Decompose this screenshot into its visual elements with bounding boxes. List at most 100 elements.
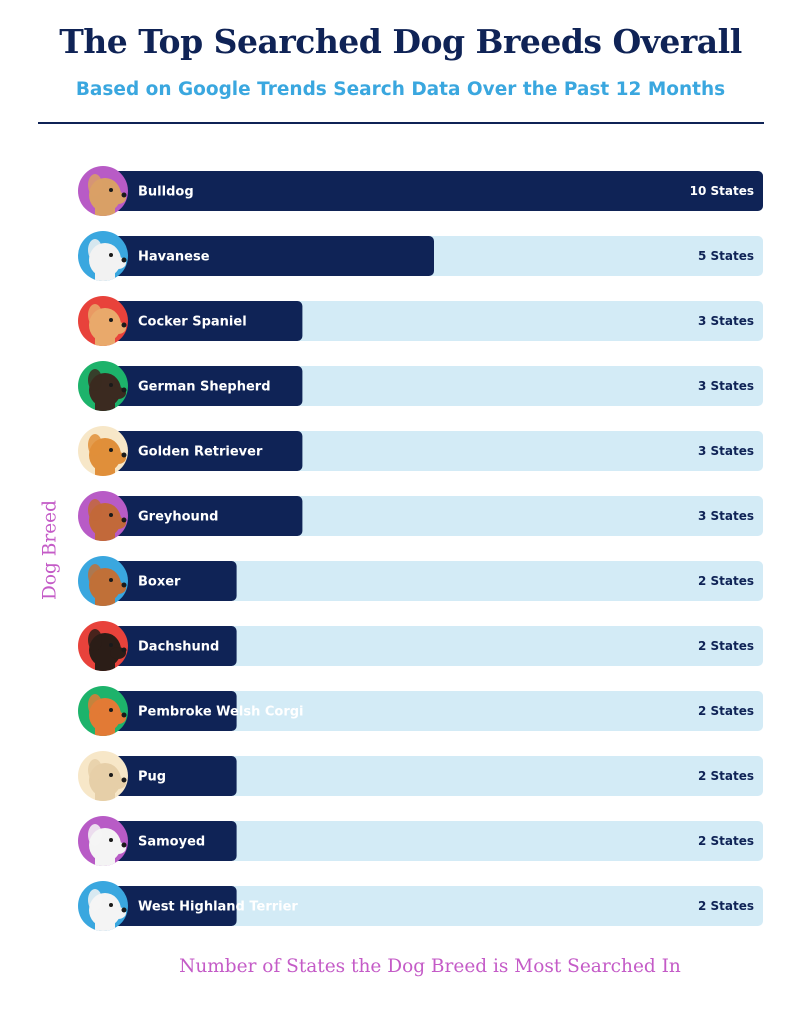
dog-eye bbox=[109, 188, 113, 192]
dog-eye bbox=[109, 578, 113, 582]
havanese-icon bbox=[78, 231, 128, 281]
bar-row: Samoyed 2 States bbox=[78, 816, 763, 866]
value-label: 2 States bbox=[698, 899, 754, 913]
bar bbox=[105, 171, 763, 211]
dog-nose bbox=[121, 842, 127, 848]
dog-nose bbox=[121, 257, 127, 263]
dog-ear bbox=[88, 174, 102, 196]
dog-head bbox=[88, 174, 127, 216]
dog-ear bbox=[88, 889, 102, 911]
value-label: 2 States bbox=[698, 769, 754, 783]
corgi-icon bbox=[78, 686, 128, 736]
bar-track bbox=[105, 821, 763, 861]
dog-nose bbox=[121, 192, 127, 198]
samoyed-icon bbox=[78, 816, 128, 866]
dog-nose bbox=[121, 712, 127, 718]
dog-head bbox=[88, 434, 127, 476]
dog-eye bbox=[109, 318, 113, 322]
dog-eye bbox=[109, 773, 113, 777]
value-label: 3 States bbox=[698, 314, 754, 328]
dachshund-icon bbox=[78, 621, 128, 671]
cocker-spaniel-icon bbox=[78, 296, 128, 346]
bar-row: Golden Retriever 3 States bbox=[78, 426, 763, 476]
dog-nose bbox=[121, 452, 127, 458]
value-label: 3 States bbox=[698, 509, 754, 523]
german-shepherd-icon bbox=[78, 361, 128, 411]
dog-neck bbox=[95, 533, 115, 541]
dog-head bbox=[88, 889, 127, 931]
chart-subtitle: Based on Google Trends Search Data Over … bbox=[75, 79, 726, 100]
value-label: 2 States bbox=[698, 639, 754, 653]
dog-nose bbox=[121, 907, 127, 913]
value-label: 10 States bbox=[690, 184, 754, 198]
bar bbox=[105, 301, 303, 341]
bar-label: Havanese bbox=[138, 250, 210, 265]
bar-row: Dachshund 2 States bbox=[78, 621, 763, 671]
bar-row: German Shepherd 3 States bbox=[78, 361, 763, 411]
bar bbox=[105, 821, 237, 861]
dog-neck bbox=[95, 923, 115, 931]
bar-track bbox=[105, 691, 763, 731]
bar-track bbox=[105, 626, 763, 666]
dog-neck bbox=[95, 208, 115, 216]
dog-neck bbox=[95, 468, 115, 476]
dog-neck bbox=[95, 273, 115, 281]
dog-eye bbox=[109, 643, 113, 647]
dog-eye bbox=[109, 253, 113, 257]
westie-icon bbox=[78, 881, 128, 931]
value-label: 2 States bbox=[698, 704, 754, 718]
bar-label: Cocker Spaniel bbox=[138, 315, 247, 330]
bar-track bbox=[105, 561, 763, 601]
bar-label: Boxer bbox=[138, 575, 181, 590]
golden-retriever-icon bbox=[78, 426, 128, 476]
value-label: 5 States bbox=[698, 249, 754, 263]
bar-row: West Highland Terrier 2 States bbox=[78, 881, 763, 931]
dog-nose bbox=[121, 322, 127, 328]
dog-eye bbox=[109, 448, 113, 452]
bar-track bbox=[105, 886, 763, 926]
bar bbox=[105, 561, 237, 601]
dog-neck bbox=[95, 598, 115, 606]
greyhound-icon bbox=[78, 491, 128, 541]
dog-nose bbox=[121, 647, 127, 653]
dog-head bbox=[88, 759, 127, 801]
bar-label: Greyhound bbox=[138, 510, 218, 525]
dog-neck bbox=[95, 403, 115, 411]
dog-nose bbox=[121, 777, 127, 783]
dog-head bbox=[88, 694, 127, 736]
bar-row: Boxer 2 States bbox=[78, 556, 763, 606]
dog-neck bbox=[95, 338, 115, 346]
y-axis-label: Dog Breed bbox=[39, 500, 61, 600]
dog-ear bbox=[88, 759, 102, 781]
bar bbox=[105, 496, 303, 536]
bar-label: Bulldog bbox=[138, 185, 194, 200]
chart-title: The Top Searched Dog Breeds Overall bbox=[59, 22, 742, 61]
bar-row: Pug 2 States bbox=[78, 751, 763, 801]
bulldog-icon bbox=[78, 166, 128, 216]
dog-ear bbox=[88, 304, 102, 326]
dog-ear bbox=[88, 434, 102, 456]
bar-label: Pug bbox=[138, 770, 166, 785]
dog-ear bbox=[88, 369, 102, 391]
value-label: 2 States bbox=[698, 574, 754, 588]
dog-ear bbox=[88, 629, 102, 651]
bar-row: Bulldog 10 States bbox=[78, 166, 763, 216]
dog-ear bbox=[88, 239, 102, 261]
dog-head bbox=[88, 369, 127, 411]
bar bbox=[105, 366, 303, 406]
dog-neck bbox=[95, 663, 115, 671]
dog-eye bbox=[109, 513, 113, 517]
dog-nose bbox=[121, 387, 127, 393]
dog-eye bbox=[109, 708, 113, 712]
bar bbox=[105, 691, 237, 731]
bar-row: Greyhound 3 States bbox=[78, 491, 763, 541]
dog-neck bbox=[95, 728, 115, 736]
dog-ear bbox=[88, 564, 102, 586]
value-label: 3 States bbox=[698, 444, 754, 458]
pug-icon bbox=[78, 751, 128, 801]
value-label: 3 States bbox=[698, 379, 754, 393]
dog-head bbox=[88, 304, 127, 346]
bar-row: Havanese 5 States bbox=[78, 231, 763, 281]
dog-head bbox=[88, 629, 127, 671]
